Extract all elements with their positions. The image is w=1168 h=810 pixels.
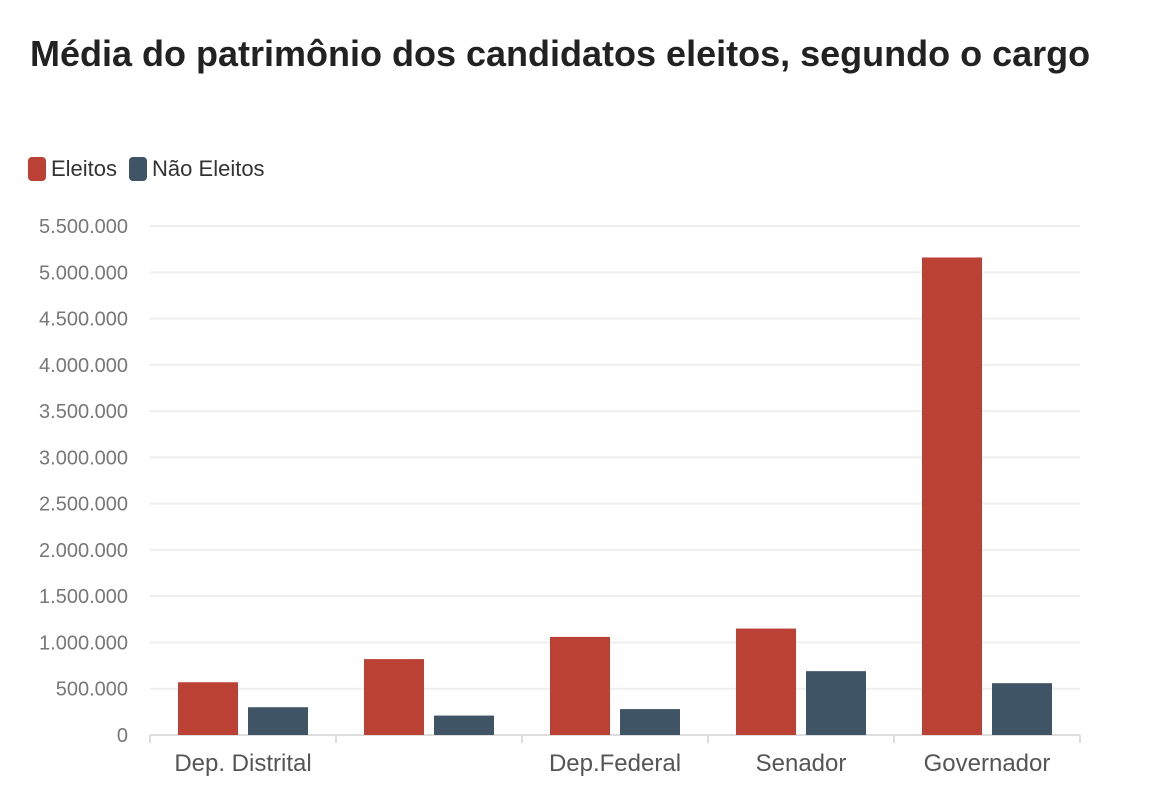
- bar-eleitos[interactable]: [922, 257, 982, 735]
- y-tick-label: 0: [117, 725, 128, 747]
- chart-title: Média do patrimônio dos candidatos eleit…: [30, 33, 1091, 74]
- bar-eleitos[interactable]: [736, 628, 796, 735]
- legend-item-nao-eleitos[interactable]: Não Eleitos: [129, 156, 265, 182]
- x-axis: Dep. Distrital Dep.Federal Senador Governad…: [149, 735, 1081, 777]
- y-tick-label: 2.500.000: [39, 494, 128, 516]
- x-tick-label: Dep.Federal: [549, 750, 681, 777]
- y-tick-label: 500.000: [56, 679, 128, 701]
- y-tick-label: 5.500.000: [39, 216, 128, 238]
- y-tick-label: 3.500.000: [39, 401, 128, 423]
- bar-eleitos[interactable]: [364, 659, 424, 735]
- legend-label-nao-eleitos: Não Eleitos: [152, 156, 265, 181]
- bar-eleitos[interactable]: [178, 682, 238, 735]
- x-tick-label: Senador: [756, 750, 847, 777]
- legend-swatch-nao-eleitos: [129, 157, 148, 181]
- y-axis-tick-labels: 0 500.000 1.000.000 1.500.000 2.000.000 2.500…: [39, 216, 128, 747]
- legend-item-eleitos[interactable]: Eleitos: [28, 156, 117, 182]
- bar-nao-eleitos[interactable]: [248, 707, 308, 735]
- bars: [178, 257, 1052, 735]
- bar-nao-eleitos[interactable]: [992, 683, 1052, 735]
- x-tick-label: Dep. Distrital: [174, 750, 311, 777]
- legend-label-eleitos: Eleitos: [51, 156, 118, 181]
- legend: Eleitos Não Eleitos: [28, 156, 277, 182]
- y-tick-label: 3.000.000: [39, 447, 128, 469]
- bar-nao-eleitos[interactable]: [620, 709, 680, 735]
- y-tick-label: 4.500.000: [39, 309, 128, 331]
- y-tick-label: 4.000.000: [39, 355, 128, 377]
- bar-eleitos[interactable]: [550, 636, 610, 735]
- y-tick-label: 5.000.000: [39, 262, 128, 284]
- x-tick-label: Governador: [924, 750, 1051, 777]
- bar-nao-eleitos[interactable]: [434, 715, 494, 735]
- y-tick-label: 1.500.000: [39, 586, 128, 608]
- legend-swatch-eleitos: [28, 157, 46, 181]
- bar-nao-eleitos[interactable]: [806, 671, 866, 735]
- y-tick-label: 1.000.000: [39, 632, 128, 654]
- y-tick-label: 2.000.000: [39, 540, 128, 562]
